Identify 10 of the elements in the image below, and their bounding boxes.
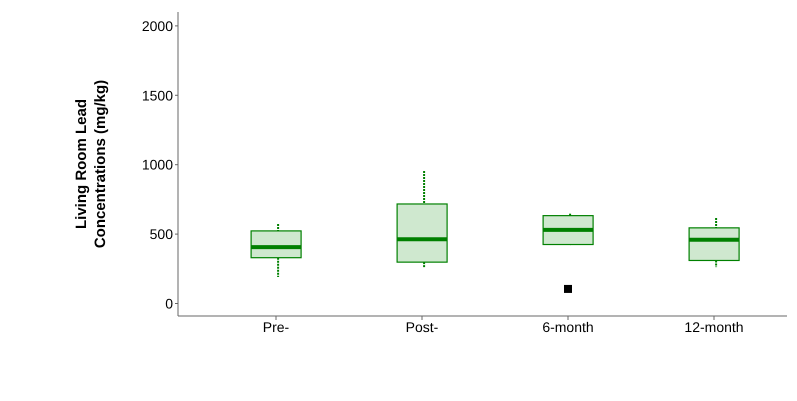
x-tick-label: 6-month (542, 318, 594, 335)
y-tick-label: 0 (165, 295, 174, 312)
y-tick-label: 1500 (142, 87, 174, 104)
y-tick-label: 500 (150, 226, 174, 242)
x-tick-label: Pre- (262, 318, 290, 335)
x-tick-label: Post- (406, 318, 439, 335)
y-tick-label: 1000 (142, 156, 174, 173)
y-axis-title: Living Room Lead Concentrations (mg/kg) (73, 80, 109, 248)
x-tick-label: 12-month (684, 318, 744, 335)
y-tick-label: 2000 (142, 18, 174, 34)
